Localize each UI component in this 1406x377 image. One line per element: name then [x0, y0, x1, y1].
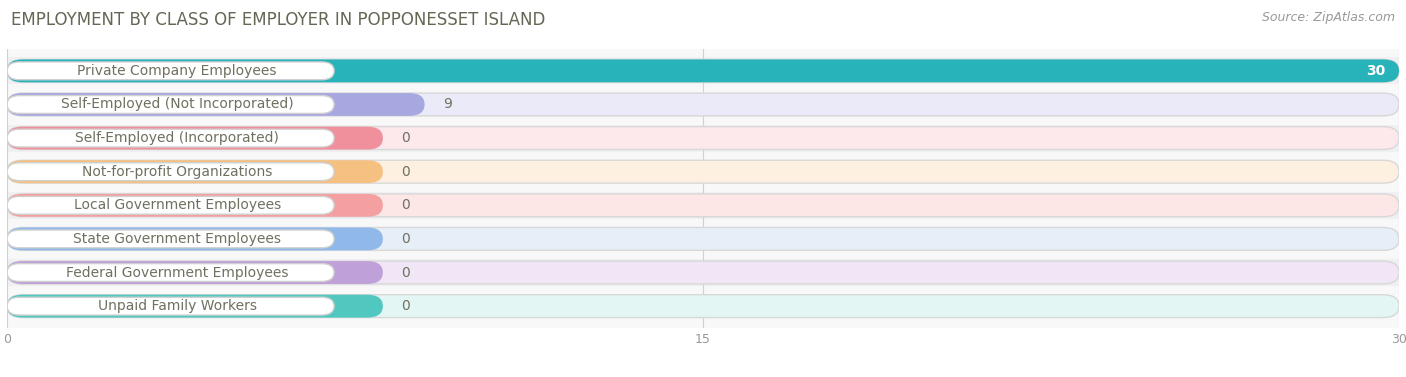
- Text: EMPLOYMENT BY CLASS OF EMPLOYER IN POPPONESSET ISLAND: EMPLOYMENT BY CLASS OF EMPLOYER IN POPPO…: [11, 11, 546, 29]
- Text: 9: 9: [443, 98, 453, 112]
- FancyBboxPatch shape: [0, 158, 1406, 185]
- Text: 0: 0: [402, 131, 411, 145]
- Text: 0: 0: [402, 232, 411, 246]
- FancyBboxPatch shape: [7, 297, 335, 315]
- FancyBboxPatch shape: [7, 196, 335, 214]
- Text: Not-for-profit Organizations: Not-for-profit Organizations: [82, 165, 273, 179]
- Text: 0: 0: [402, 165, 411, 179]
- FancyBboxPatch shape: [0, 225, 1406, 252]
- Text: Self-Employed (Incorporated): Self-Employed (Incorporated): [75, 131, 278, 145]
- FancyBboxPatch shape: [7, 127, 382, 150]
- FancyBboxPatch shape: [7, 227, 1399, 250]
- FancyBboxPatch shape: [7, 160, 382, 183]
- FancyBboxPatch shape: [7, 261, 382, 284]
- FancyBboxPatch shape: [7, 261, 1399, 284]
- Text: Federal Government Employees: Federal Government Employees: [66, 265, 288, 279]
- FancyBboxPatch shape: [7, 160, 1399, 183]
- FancyBboxPatch shape: [7, 295, 382, 317]
- FancyBboxPatch shape: [0, 293, 1406, 320]
- FancyBboxPatch shape: [7, 95, 335, 113]
- Text: Local Government Employees: Local Government Employees: [73, 198, 281, 212]
- FancyBboxPatch shape: [7, 127, 1399, 150]
- FancyBboxPatch shape: [7, 62, 335, 80]
- FancyBboxPatch shape: [7, 227, 382, 250]
- FancyBboxPatch shape: [7, 163, 335, 181]
- FancyBboxPatch shape: [7, 129, 335, 147]
- Text: Self-Employed (Not Incorporated): Self-Employed (Not Incorporated): [60, 98, 294, 112]
- Text: 0: 0: [402, 265, 411, 279]
- Text: Unpaid Family Workers: Unpaid Family Workers: [97, 299, 257, 313]
- FancyBboxPatch shape: [0, 125, 1406, 152]
- FancyBboxPatch shape: [7, 93, 425, 116]
- Text: Private Company Employees: Private Company Employees: [77, 64, 277, 78]
- FancyBboxPatch shape: [7, 60, 1399, 82]
- Text: 30: 30: [1365, 64, 1385, 78]
- FancyBboxPatch shape: [7, 194, 382, 217]
- FancyBboxPatch shape: [7, 194, 1399, 217]
- FancyBboxPatch shape: [0, 259, 1406, 286]
- FancyBboxPatch shape: [7, 60, 1399, 82]
- FancyBboxPatch shape: [7, 264, 335, 282]
- FancyBboxPatch shape: [0, 192, 1406, 219]
- FancyBboxPatch shape: [0, 91, 1406, 118]
- FancyBboxPatch shape: [7, 230, 335, 248]
- Text: Source: ZipAtlas.com: Source: ZipAtlas.com: [1261, 11, 1395, 24]
- Text: 0: 0: [402, 299, 411, 313]
- FancyBboxPatch shape: [7, 295, 1399, 317]
- FancyBboxPatch shape: [0, 57, 1406, 84]
- Text: 0: 0: [402, 198, 411, 212]
- Text: State Government Employees: State Government Employees: [73, 232, 281, 246]
- FancyBboxPatch shape: [7, 93, 1399, 116]
